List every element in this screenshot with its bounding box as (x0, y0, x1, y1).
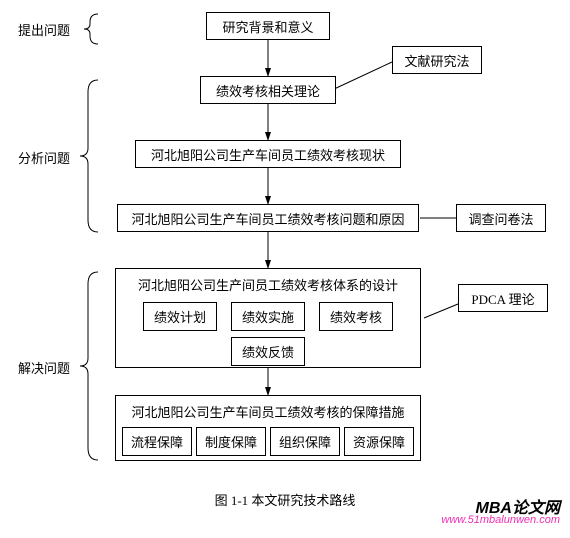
design-item-plan: 绩效计划 (143, 302, 217, 331)
node-safeguard: 河北旭阳公司生产车间员工绩效考核的保障措施 流程保障 制度保障 组织保障 资源保… (115, 395, 421, 461)
safeguard-resource: 资源保障 (344, 427, 414, 456)
node-background: 研究背景和意义 (206, 12, 330, 40)
safeguard-process: 流程保障 (122, 427, 192, 456)
design-item-feedback: 绩效反馈 (231, 337, 305, 366)
phase-label-2: 分析问题 (18, 148, 70, 167)
design-item-implement: 绩效实施 (231, 302, 305, 331)
watermark-url: www.51mbalunwen.com (441, 514, 560, 526)
design-item-assess: 绩效考核 (319, 302, 393, 331)
safeguard-organization: 组织保障 (270, 427, 340, 456)
node-theory: 绩效考核相关理论 (200, 76, 336, 104)
phase-label-1: 提出问题 (18, 20, 70, 39)
node-design-items: 绩效计划 绩效实施 绩效考核 绩效反馈 (116, 294, 420, 374)
node-design-title: 河北旭阳公司生产间员工绩效考核体系的设计 (116, 269, 420, 294)
node-safeguard-items: 流程保障 制度保障 组织保障 资源保障 (116, 421, 420, 462)
node-safeguard-title: 河北旭阳公司生产车间员工绩效考核的保障措施 (116, 396, 420, 421)
node-design-system: 河北旭阳公司生产间员工绩效考核体系的设计 绩效计划 绩效实施 绩效考核 绩效反馈 (115, 268, 421, 368)
flowchart-canvas: 提出问题 分析问题 解决问题 研究背景和意义 绩效考核相关理论 河北旭阳公司生产… (0, 0, 570, 538)
node-status: 河北旭阳公司生产车间员工绩效考核现状 (135, 140, 401, 168)
safeguard-system: 制度保障 (196, 427, 266, 456)
method-survey: 调查问卷法 (456, 204, 546, 232)
phase-label-3: 解决问题 (18, 358, 70, 377)
method-pdca: PDCA 理论 (458, 284, 548, 312)
node-problems: 河北旭阳公司生产车间员工绩效考核问题和原因 (117, 204, 419, 232)
method-literature: 文献研究法 (392, 46, 482, 74)
